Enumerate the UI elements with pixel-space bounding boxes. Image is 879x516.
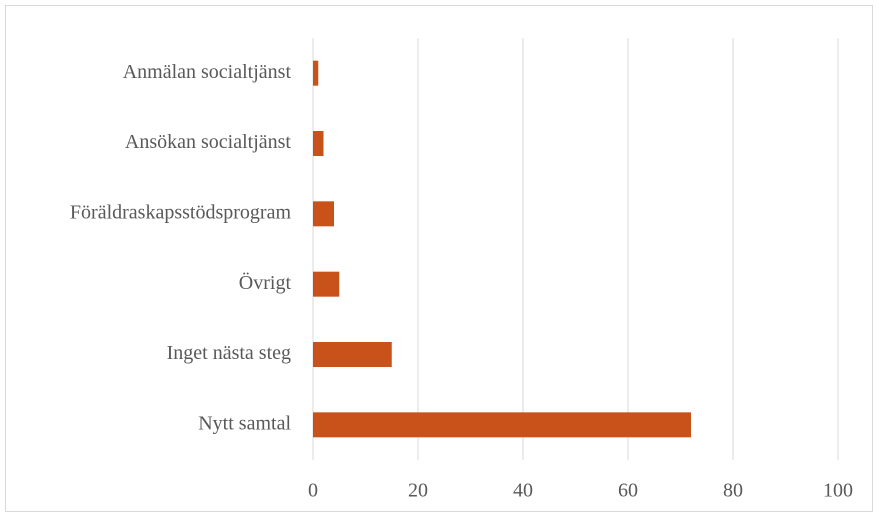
y-tick-label: Anmälan socialtjänst [123,61,292,83]
bar [313,201,334,227]
x-tick-label: 20 [408,480,428,502]
y-tick-label: Nytt samtal [198,412,291,434]
x-tick-label: 60 [618,480,638,502]
x-tick-label: 80 [723,480,743,502]
y-tick-label: Övrigt [239,271,292,294]
y-tick-label: Inget nästa steg [167,342,291,364]
x-tick-label: 0 [308,480,318,502]
y-tick-label: Föräldraskapsstödsprogram [70,201,292,223]
bar [313,131,324,156]
x-tick-label: 40 [513,480,533,502]
bar [313,412,691,438]
bar [313,271,340,297]
bar [313,60,319,86]
y-tick-label: Ansökan socialtjänst [125,131,292,153]
x-tick-label: 100 [823,480,853,502]
bar [313,342,392,367]
